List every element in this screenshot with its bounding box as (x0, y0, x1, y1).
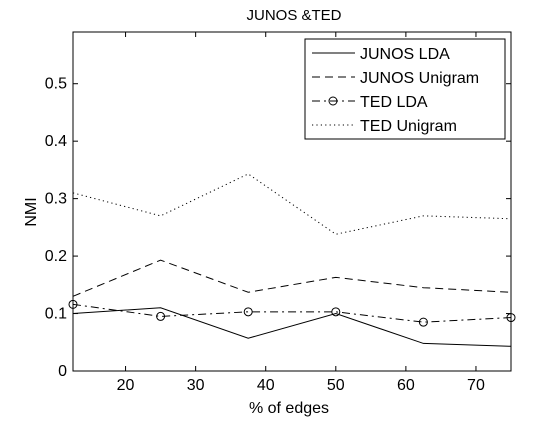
data-point-ted-lda (418, 317, 428, 327)
y-tick-label: 0 (58, 363, 67, 380)
x-tick-label: 40 (257, 377, 275, 394)
data-point-ted-lda (243, 307, 253, 317)
x-axis-label: % of edges (249, 400, 329, 417)
legend-label: JUNOS Unigram (360, 70, 479, 87)
plot-area: 20 30 40 50 60 70 0 0.1 0.2 0.3 0.4 0.5 (45, 31, 516, 394)
series-line-junos-lda (72, 307, 512, 347)
y-tick-label: 0.2 (45, 248, 67, 265)
series-line-ted-lda (72, 303, 512, 323)
x-tick-label: 30 (187, 377, 205, 394)
y-tick-label: 0.4 (45, 133, 67, 150)
data-point-ted-lda (506, 313, 516, 323)
x-tick-label: 60 (397, 377, 415, 394)
y-tick-label: 0.3 (45, 191, 67, 208)
x-tick-label: 50 (327, 377, 345, 394)
legend-marker (328, 96, 338, 106)
legend-frame (304, 38, 506, 140)
x-tick-label: 70 (467, 377, 485, 394)
y-tick-label: 0.5 (45, 76, 67, 93)
series-line-junos-unigram (72, 259, 512, 297)
x-tick-label: 20 (117, 377, 135, 394)
legend-label: JUNOS LDA (360, 46, 450, 63)
data-point-ted-lda (331, 307, 341, 317)
y-tick-label: 0.1 (45, 306, 67, 323)
legend-label: TED LDA (360, 94, 428, 111)
legend-label: TED Unigram (360, 118, 457, 135)
axes-frame (72, 31, 512, 372)
legend: JUNOS LDA JUNOS Unigram TED LDA TED Unigram (304, 38, 506, 140)
data-point-ted-lda (68, 299, 78, 309)
series-line-ted-unigram (72, 173, 512, 235)
data-point-ted-lda (156, 311, 166, 321)
y-axis-label: NMI (23, 197, 40, 226)
chart-title: JUNOS &TED (246, 7, 341, 24)
